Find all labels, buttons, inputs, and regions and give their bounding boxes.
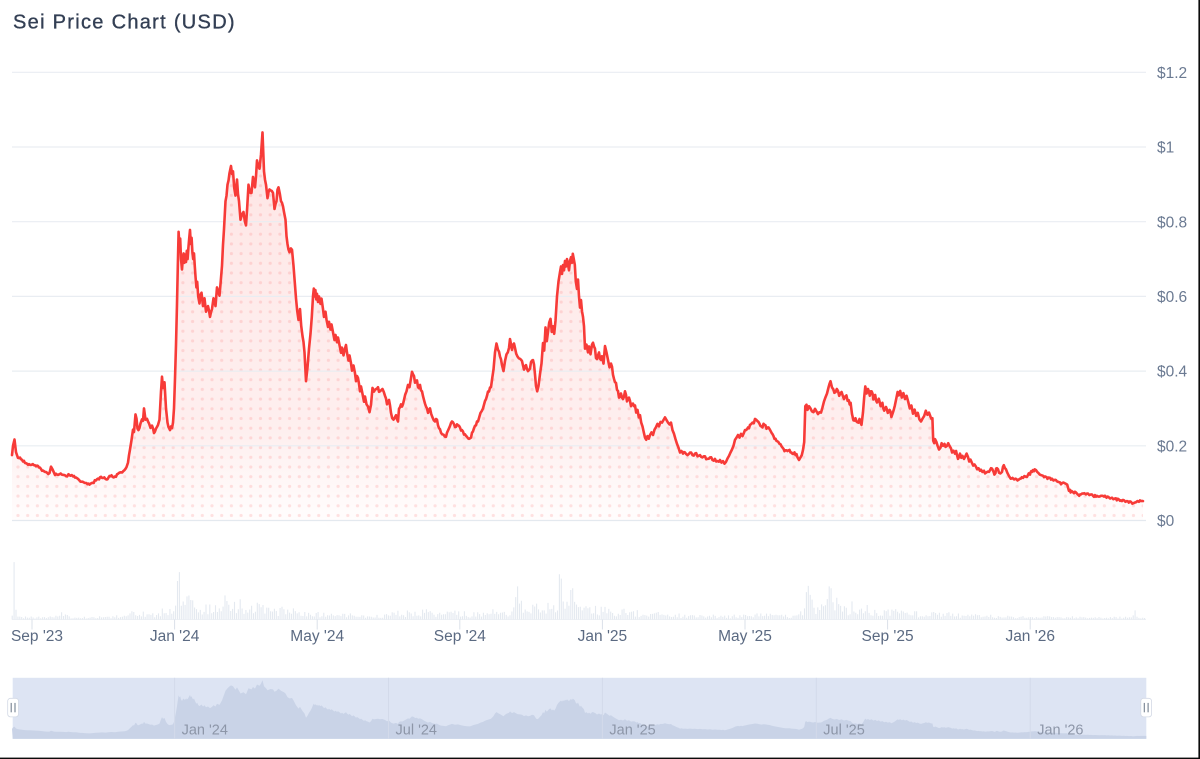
svg-text:May '24: May '24 xyxy=(290,628,344,645)
svg-text:$0.6: $0.6 xyxy=(1157,289,1187,306)
svg-text:Sei Price Chart (USD): Sei Price Chart (USD) xyxy=(13,12,236,34)
svg-text:Sep '25: Sep '25 xyxy=(862,628,914,645)
svg-text:Jul '25: Jul '25 xyxy=(823,723,864,739)
svg-text:$0: $0 xyxy=(1157,513,1175,530)
svg-text:$0.2: $0.2 xyxy=(1157,438,1187,455)
svg-text:$1.2: $1.2 xyxy=(1157,65,1187,82)
svg-text:Jan '24: Jan '24 xyxy=(182,723,228,739)
svg-text:Jan '25: Jan '25 xyxy=(578,628,628,645)
svg-text:Jan '26: Jan '26 xyxy=(1005,628,1055,645)
svg-text:$0.4: $0.4 xyxy=(1157,364,1188,381)
svg-text:Sep '23: Sep '23 xyxy=(11,628,63,645)
svg-text:$1: $1 xyxy=(1157,140,1174,157)
svg-text:Jan '26: Jan '26 xyxy=(1037,723,1083,739)
svg-text:Jul '24: Jul '24 xyxy=(396,723,437,739)
svg-text:Sep '24: Sep '24 xyxy=(434,628,486,645)
svg-text:May '25: May '25 xyxy=(718,628,772,645)
svg-text:$0.8: $0.8 xyxy=(1157,214,1187,231)
svg-text:Jan '25: Jan '25 xyxy=(609,723,655,739)
svg-text:Jan '24: Jan '24 xyxy=(150,628,200,645)
